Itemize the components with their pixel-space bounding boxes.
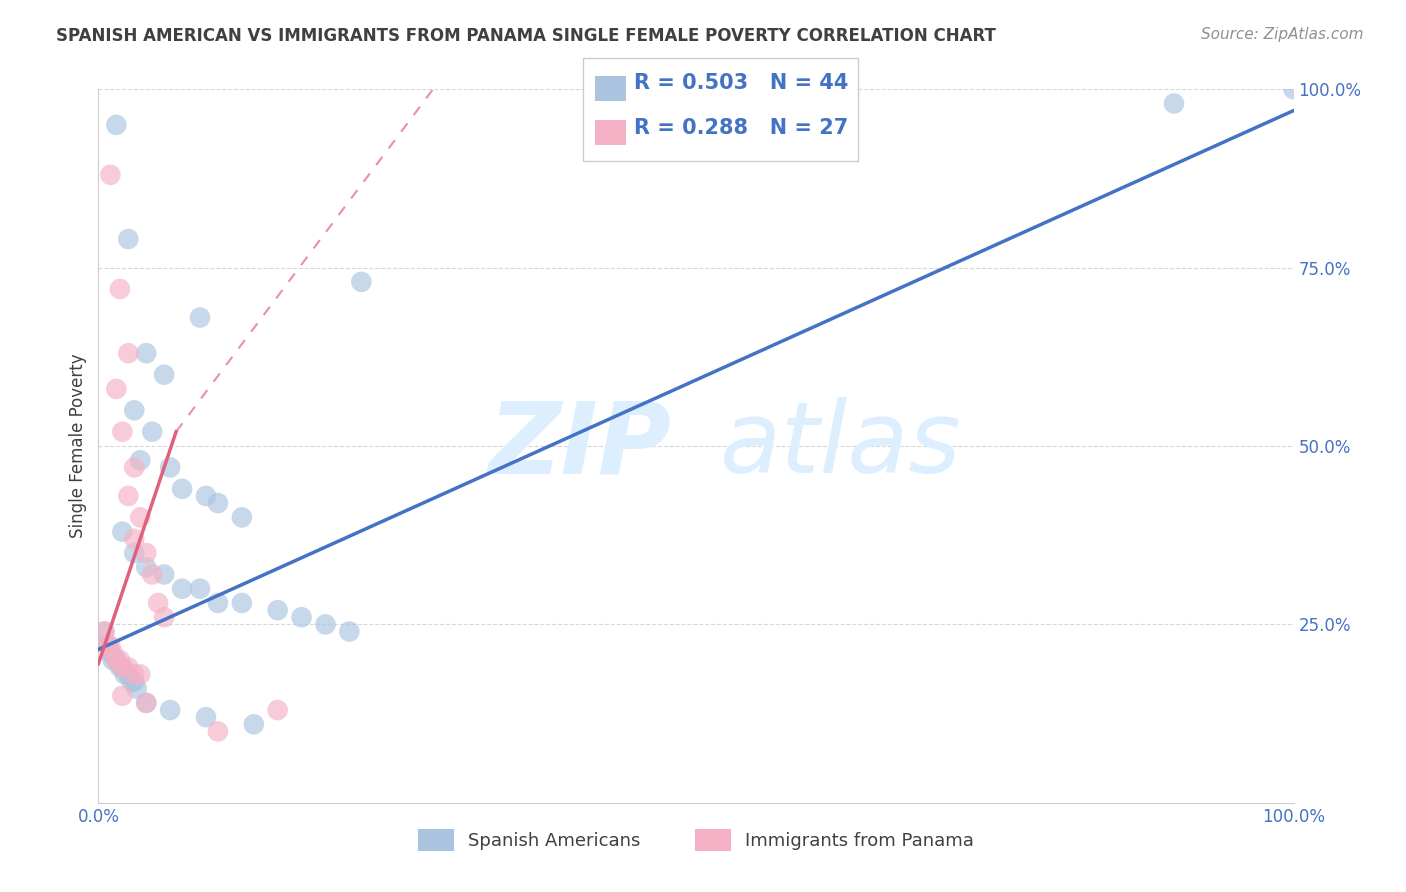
Point [207, 724, 229, 739]
Point [111, 425, 134, 439]
Point [1163, 96, 1185, 111]
Point [98, 639, 122, 653]
Point [114, 667, 136, 681]
Point [93, 624, 115, 639]
Point [159, 460, 181, 475]
Point [159, 703, 181, 717]
Point [98, 646, 122, 660]
Point [141, 567, 163, 582]
Point [315, 617, 337, 632]
Point [267, 703, 290, 717]
Point [153, 368, 176, 382]
Point [101, 653, 124, 667]
Point [350, 275, 373, 289]
Text: R = 0.503   N = 44: R = 0.503 N = 44 [634, 73, 848, 93]
Point [101, 646, 124, 660]
Point [117, 232, 139, 246]
Point [125, 681, 148, 696]
Point [105, 653, 128, 667]
Point [195, 710, 218, 724]
Point [97, 639, 120, 653]
Text: Source: ZipAtlas.com: Source: ZipAtlas.com [1201, 27, 1364, 42]
Text: R = 0.288   N = 27: R = 0.288 N = 27 [634, 118, 848, 137]
Y-axis label: Single Female Poverty: Single Female Poverty [69, 354, 87, 538]
Point [1282, 82, 1305, 96]
Point [172, 482, 194, 496]
Point [195, 489, 218, 503]
Point [188, 310, 211, 325]
Point [267, 603, 290, 617]
Point [117, 667, 139, 681]
Point [135, 560, 157, 574]
Point [291, 610, 314, 624]
Point [124, 546, 146, 560]
Point [105, 653, 128, 667]
Point [153, 610, 176, 624]
Point [97, 639, 120, 653]
Text: ZIP: ZIP [489, 398, 672, 494]
Text: SPANISH AMERICAN VS IMMIGRANTS FROM PANAMA SINGLE FEMALE POVERTY CORRELATION CHA: SPANISH AMERICAN VS IMMIGRANTS FROM PANA… [56, 27, 995, 45]
Point [124, 532, 146, 546]
Point [93, 624, 115, 639]
Point [124, 667, 146, 681]
Point [231, 596, 253, 610]
Point [108, 653, 131, 667]
Point [108, 282, 131, 296]
Point [339, 624, 361, 639]
Point [111, 660, 134, 674]
Point [207, 596, 229, 610]
Point [111, 689, 134, 703]
Point [188, 582, 211, 596]
Point [231, 510, 253, 524]
Point [117, 660, 139, 674]
Legend: Spanish Americans, Immigrants from Panama: Spanish Americans, Immigrants from Panam… [411, 822, 981, 858]
Point [105, 382, 128, 396]
Point [135, 696, 157, 710]
Point [108, 660, 131, 674]
Point [117, 346, 139, 360]
Point [129, 510, 152, 524]
Point [207, 496, 229, 510]
Point [117, 489, 139, 503]
Point [111, 660, 134, 674]
Point [121, 674, 143, 689]
Point [243, 717, 266, 731]
Point [153, 567, 176, 582]
Point [129, 453, 152, 467]
Point [98, 168, 122, 182]
Point [135, 696, 157, 710]
Point [135, 346, 157, 360]
Text: atlas: atlas [720, 398, 962, 494]
Point [124, 403, 146, 417]
Point [148, 596, 170, 610]
Point [124, 460, 146, 475]
Point [124, 674, 146, 689]
Point [105, 118, 128, 132]
Point [172, 582, 194, 596]
Point [111, 524, 134, 539]
Point [129, 667, 152, 681]
Point [141, 425, 163, 439]
Point [135, 546, 157, 560]
